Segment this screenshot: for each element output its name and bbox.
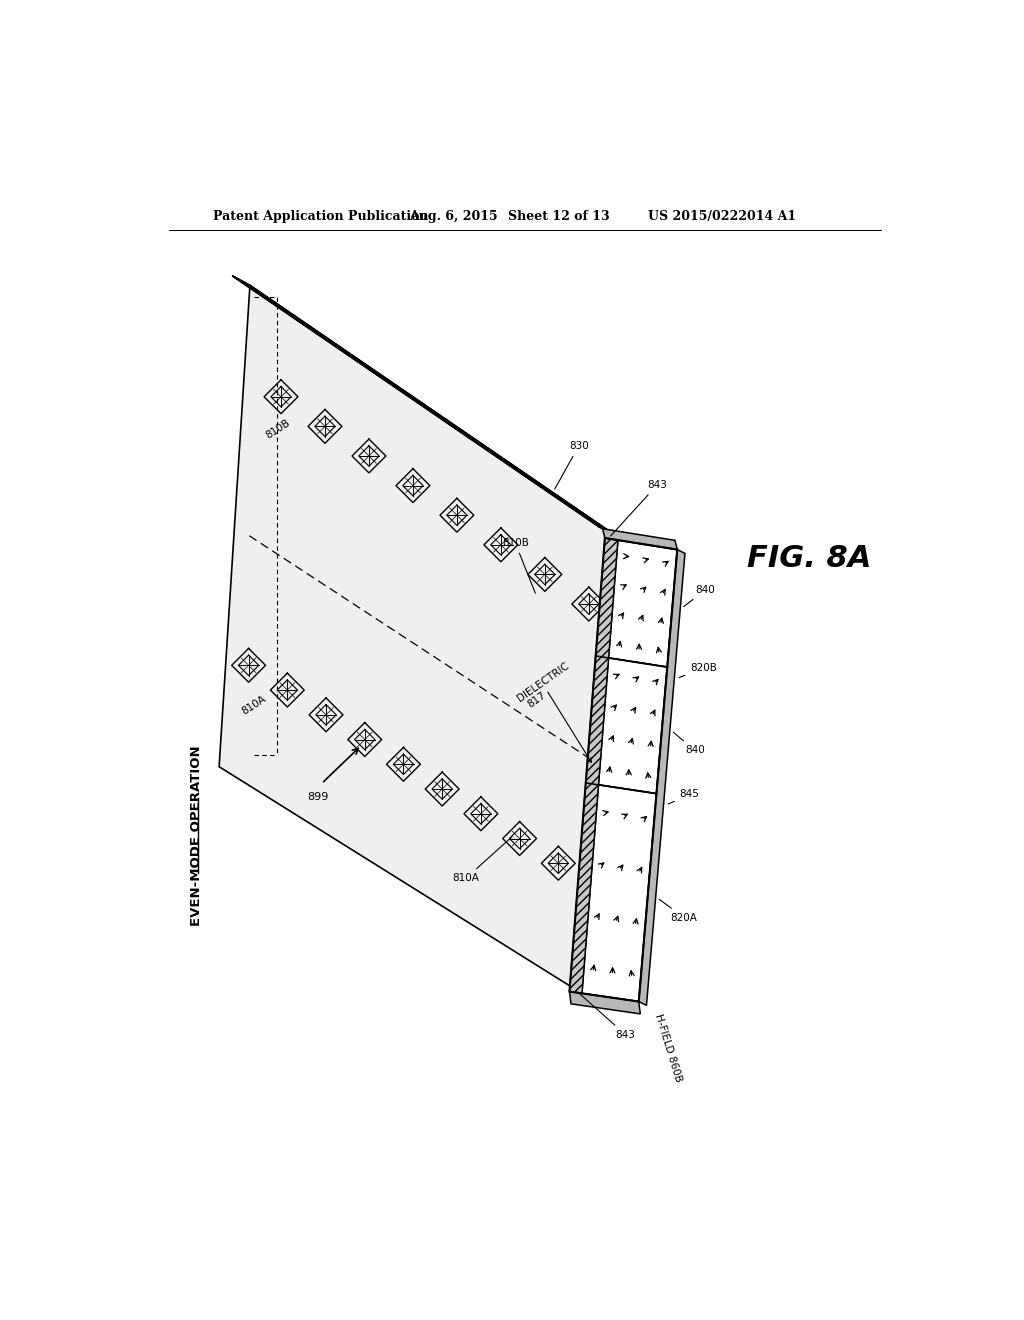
Text: 820B: 820B [679,663,717,677]
Text: 810B: 810B [264,417,292,441]
Text: 899: 899 [307,792,329,803]
Text: Patent Application Publication: Patent Application Publication [213,210,428,223]
Polygon shape [582,785,656,1002]
Text: 843: 843 [580,994,636,1040]
Polygon shape [233,276,615,536]
Text: 840: 840 [684,585,715,607]
Polygon shape [639,549,685,1006]
Text: 843: 843 [610,480,667,536]
Text: EVEN-MODE OPERATION: EVEN-MODE OPERATION [189,746,203,927]
Text: 840: 840 [673,733,705,755]
Text: 810A: 810A [240,694,267,717]
Text: 810B: 810B [502,537,536,593]
Text: 810A: 810A [453,837,512,883]
Polygon shape [569,539,617,994]
Polygon shape [569,991,640,1014]
Polygon shape [602,529,677,549]
Text: 817: 817 [525,690,548,710]
Text: 845: 845 [669,789,699,804]
Text: 820A: 820A [659,899,697,923]
Text: Sheet 12 of 13: Sheet 12 of 13 [508,210,609,223]
Polygon shape [219,285,615,998]
Text: FIG. 8A: FIG. 8A [746,544,871,573]
Text: DIELECTRIC: DIELECTRIC [515,660,571,704]
Polygon shape [598,657,668,793]
Text: US 2015/0222014 A1: US 2015/0222014 A1 [648,210,796,223]
Text: 830: 830 [555,441,589,488]
Text: Aug. 6, 2015: Aug. 6, 2015 [410,210,498,223]
Polygon shape [608,540,677,667]
Text: H-FIELD 860B: H-FIELD 860B [652,1014,683,1084]
